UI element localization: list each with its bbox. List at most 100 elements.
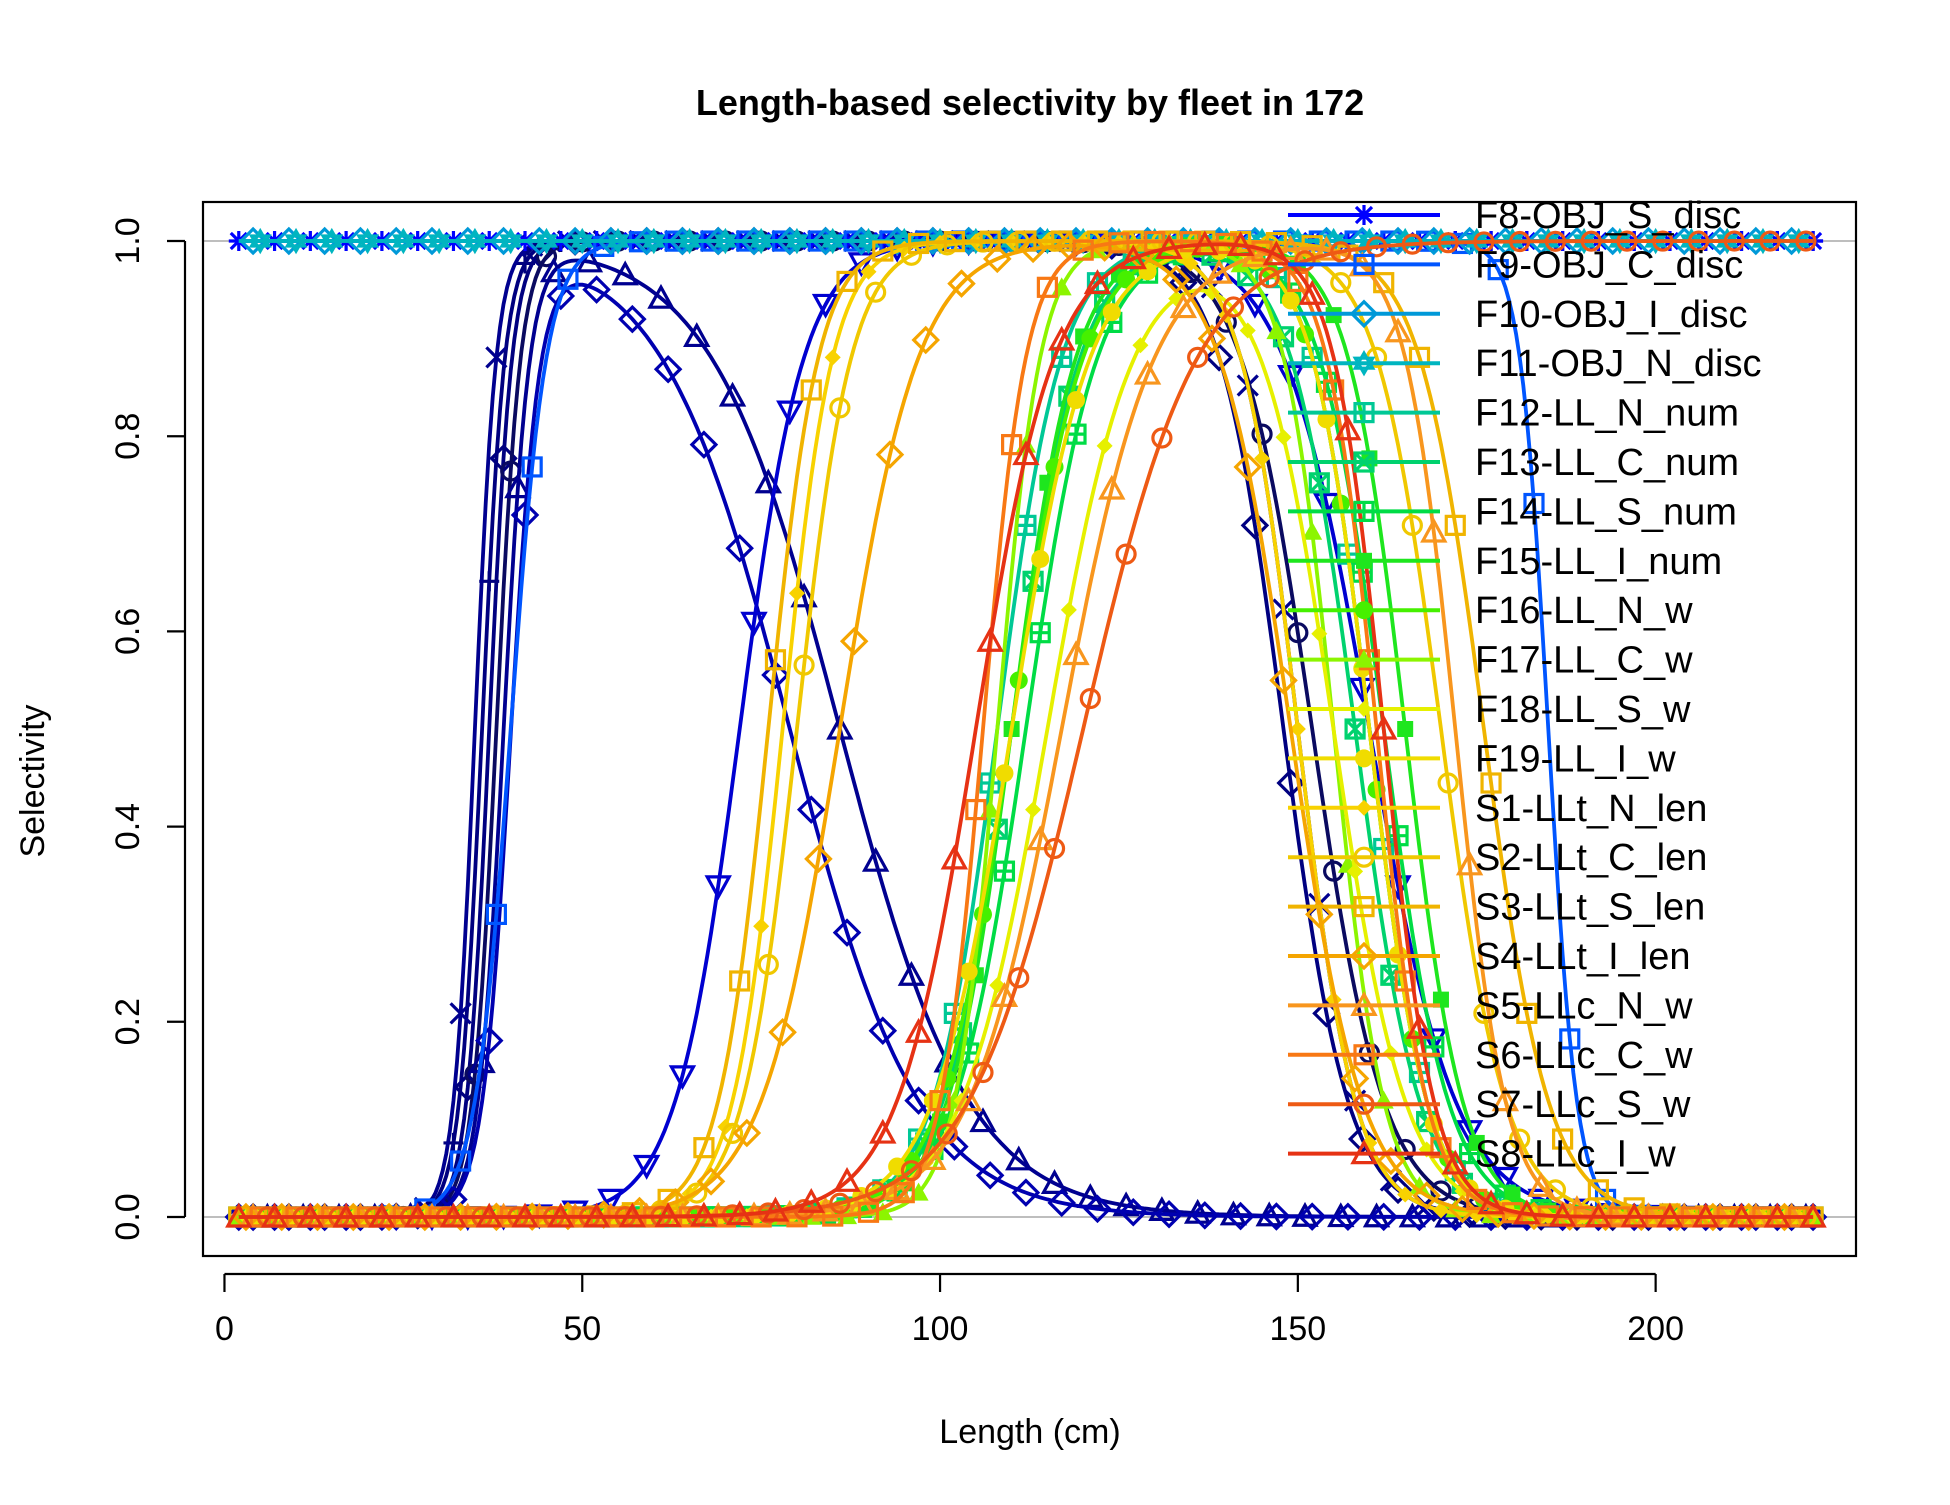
point-F5	[683, 322, 711, 348]
legend: F8-OBJ_S_discF9-OBJ_C_discF10-OBJ_I_disc…	[1288, 195, 1762, 1176]
point-F18-LL_S_w	[1132, 337, 1149, 354]
point-F11-OBJ_N_disc	[356, 227, 380, 255]
point-F14-LL_S_num	[1029, 622, 1051, 644]
point-S8-LLc_I_w	[1405, 1013, 1434, 1039]
point-S8-LLc_I_w	[618, 1202, 647, 1228]
point-S8-LLc_I_w	[1656, 1202, 1684, 1228]
legend-label: F10-OBJ_I_disc	[1475, 294, 1747, 336]
point-S3-LLt_S_len	[1480, 772, 1502, 794]
point-S1-LLt_N_len	[824, 349, 841, 366]
point-S1-LLt_N_len	[1182, 255, 1199, 272]
legend-marker	[1355, 601, 1373, 620]
point-S5-LLc_N_w	[1133, 359, 1162, 385]
legend-entry-S1-LLt_N_len: S1-LLt_N_len	[1288, 788, 1707, 830]
legend-marker	[1353, 253, 1375, 275]
point-S8-LLc_I_w	[1692, 1202, 1720, 1228]
point-F7	[740, 611, 768, 637]
point-S5-LLc_N_w	[1205, 258, 1233, 284]
point-F19-LL_I_w	[1031, 549, 1050, 568]
point-F6	[1405, 1202, 1434, 1232]
point-S1-LLt_N_len	[1289, 721, 1306, 737]
legend-marker	[1353, 895, 1375, 918]
point-F6	[1226, 1201, 1255, 1231]
point-F5	[861, 846, 890, 872]
point-S1-LLt_N_len	[1432, 1202, 1449, 1219]
legend-label: S7-LLc_S_w	[1475, 1084, 1691, 1126]
legend-label: S5-LLc_N_w	[1475, 985, 1693, 1027]
legend-entry-S2-LLt_C_len: S2-LLt_C_len	[1288, 837, 1707, 879]
y-tick-label: 0.0	[109, 1193, 147, 1240]
point-S2-LLt_C_len	[900, 244, 923, 266]
point-S7-LLc_S_w	[1544, 230, 1567, 252]
point-F14-LL_S_num	[993, 860, 1016, 882]
point-F19-LL_I_w	[995, 764, 1014, 783]
y-tick-label: 1.0	[109, 217, 147, 264]
legend-label: F17-LL_C_w	[1475, 640, 1693, 682]
point-F9-OBJ_C_disc	[1487, 259, 1509, 281]
point-S4-LLt_I_len	[875, 440, 905, 469]
point-S8-LLc_I_w	[1334, 415, 1362, 441]
point-F19-LL_I_w	[1067, 391, 1086, 410]
point-F5	[647, 283, 675, 309]
y-tick-label: 0.8	[109, 413, 147, 460]
point-S2-LLt_C_len	[721, 1122, 744, 1145]
point-F9-OBJ_C_disc	[521, 456, 543, 478]
point-S5-LLc_N_w	[954, 1086, 983, 1112]
point-S2-LLt_C_len	[1437, 772, 1459, 794]
point-S5-LLc_N_w	[1098, 474, 1126, 500]
point-S3-LLt_S_len	[693, 1137, 715, 1159]
point-S1-LLt_N_len	[1254, 450, 1271, 467]
point-S7-LLc_S_w	[1330, 241, 1352, 263]
point-S4-LLt_I_len	[1412, 1181, 1441, 1210]
point-S8-LLc_I_w	[1155, 234, 1183, 259]
point-S8-LLc_I_w	[904, 1017, 933, 1043]
point-S6-LLc_C_w	[1072, 239, 1094, 261]
point-F18-LL_S_w	[1096, 437, 1113, 454]
point-S4-LLt_I_len	[1770, 1202, 1799, 1232]
point-S4-LLt_I_len	[696, 1167, 726, 1196]
point-S4-LLt_I_len	[983, 244, 1012, 274]
point-S5-LLc_N_w	[1420, 517, 1448, 543]
point-F9-OBJ_C_disc	[557, 268, 579, 290]
legend-entry-S4-LLt_I_len: S4-LLt_I_len	[1288, 936, 1691, 978]
point-S7-LLc_S_w	[1473, 231, 1495, 253]
legend-marker	[1353, 402, 1375, 424]
point-F6	[582, 275, 611, 304]
point-S7-LLc_S_w	[1187, 346, 1209, 368]
point-S2-LLt_C_len	[793, 654, 815, 676]
point-F7	[1491, 1166, 1520, 1192]
point-S7-LLc_S_w	[1652, 230, 1674, 252]
legend-label: F19-LL_I_w	[1475, 738, 1676, 780]
point-F4	[1287, 622, 1309, 644]
point-S8-LLc_I_w	[1370, 714, 1398, 740]
point-F6	[868, 1016, 898, 1045]
legend-marker	[1355, 749, 1373, 768]
point-F6	[474, 1026, 504, 1055]
point-F6	[832, 918, 862, 947]
legend-entry-F18-LL_S_w: F18-LL_S_w	[1288, 689, 1691, 731]
point-S4-LLt_I_len	[1018, 234, 1048, 264]
legend-entry-F16-LL_N_w: F16-LL_N_w	[1288, 590, 1693, 632]
point-S4-LLt_I_len	[839, 626, 869, 656]
point-F6	[1190, 1201, 1220, 1230]
legend-entry-F14-LL_S_num: F14-LL_S_num	[1288, 491, 1737, 533]
point-S7-LLc_S_w	[1115, 543, 1137, 565]
legend-label: S4-LLt_I_len	[1475, 936, 1691, 978]
point-S5-LLc_N_w	[1598, 1200, 1627, 1226]
legend-marker	[1349, 941, 1379, 971]
point-F15-LL_I_num	[1468, 1134, 1485, 1151]
point-F5	[1040, 1169, 1069, 1194]
point-F18-LL_S_w	[1275, 429, 1292, 446]
point-S4-LLt_I_len	[1734, 1202, 1763, 1232]
point-F8-OBJ_S_disc	[228, 231, 249, 252]
point-F2	[485, 346, 508, 369]
point-F7	[704, 875, 732, 901]
point-F5	[897, 960, 926, 986]
point-S4-LLt_I_len	[804, 844, 833, 874]
legend-marker	[1354, 205, 1374, 225]
legend-entry-S5-LLc_N_w: S5-LLc_N_w	[1288, 985, 1693, 1027]
legend-entry-F9-OBJ_C_disc: F9-OBJ_C_disc	[1288, 244, 1743, 286]
point-F18-LL_S_w	[1311, 625, 1328, 642]
